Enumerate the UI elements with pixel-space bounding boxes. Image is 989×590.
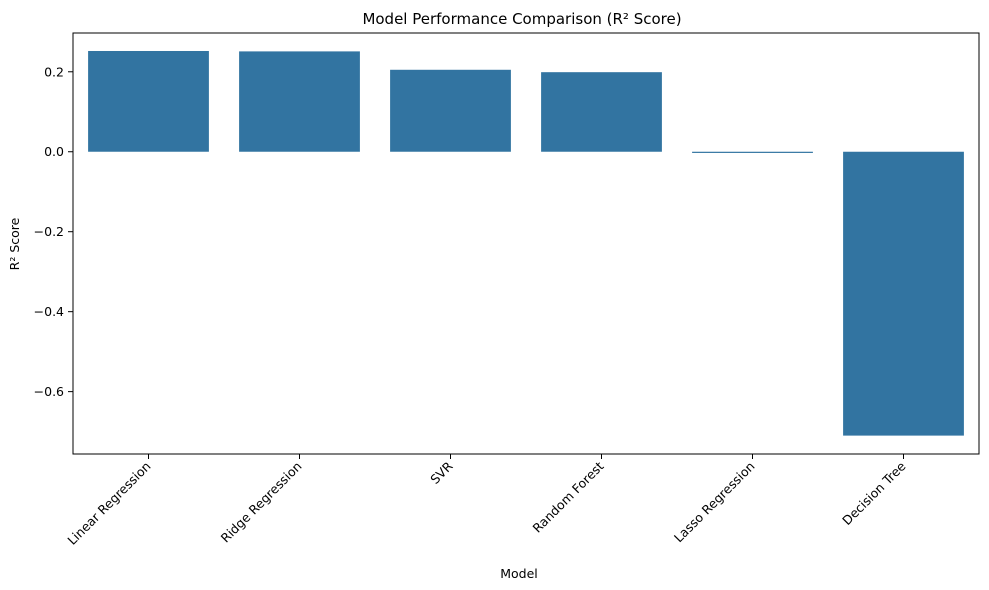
- y-axis: 0.2 0.0 −0.2 −0.4 −0.6: [34, 64, 73, 399]
- bar: [88, 50, 209, 152]
- y-axis-label: R² Score: [7, 217, 22, 270]
- x-tick-label: Lasso Regression: [671, 459, 758, 546]
- x-tick-label: Linear Regression: [64, 459, 153, 548]
- y-tick-label: 0.2: [44, 64, 64, 79]
- plot-frame: [72, 32, 980, 455]
- bar: [541, 72, 662, 152]
- x-axis: Linear Regression Ridge Regression SVR Rand…: [64, 454, 909, 548]
- x-tick-label: Random Forest: [529, 458, 606, 535]
- y-tick-label: −0.6: [34, 384, 64, 399]
- bar: [239, 51, 360, 152]
- bar: [692, 151, 813, 153]
- y-tick-label: 0.0: [44, 144, 64, 159]
- x-tick-label: SVR: [427, 458, 456, 487]
- chart-title: Model Performance Comparison (R² Score): [362, 10, 681, 28]
- y-tick-label: −0.2: [34, 224, 64, 239]
- x-axis-label: Model: [500, 566, 538, 581]
- x-tick-label: Ridge Regression: [218, 459, 305, 546]
- bars-group: [88, 50, 964, 436]
- bar: [390, 69, 511, 152]
- y-tick-label: −0.4: [34, 304, 64, 319]
- bar: [843, 151, 964, 436]
- x-tick-label: Decision Tree: [839, 458, 909, 528]
